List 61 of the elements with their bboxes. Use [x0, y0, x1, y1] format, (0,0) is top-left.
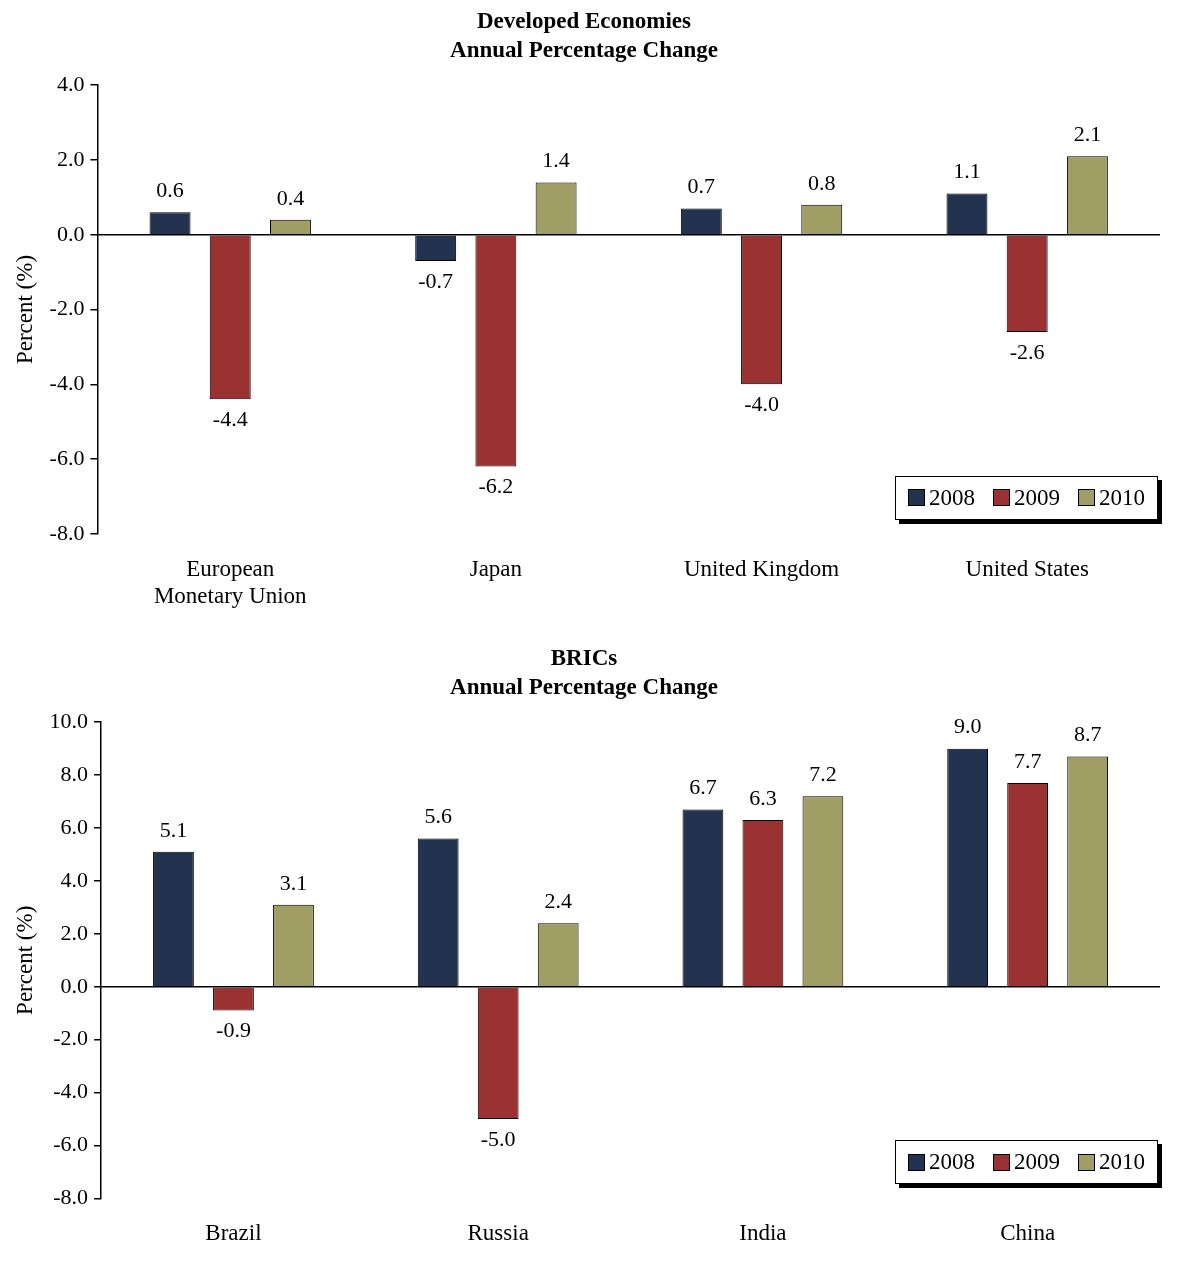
y-axis-title: Percent (%): [11, 905, 37, 1015]
x-tick-label: United Kingdom: [683, 555, 840, 581]
data-label: -5.0: [480, 1125, 516, 1151]
legend-label: 2010: [1099, 1149, 1145, 1176]
chart-title: BRICs: [550, 644, 618, 670]
y-tick-label: -2.0: [49, 295, 85, 321]
y-tick-label: 8.0: [60, 760, 89, 786]
data-label: 5.1: [159, 816, 188, 842]
x-tick-label: Russia: [467, 1220, 529, 1246]
y-tick-label: 0.0: [60, 972, 89, 998]
y-tick-label: -6.0: [53, 1131, 89, 1157]
y-tick-label: -4.0: [53, 1078, 89, 1104]
data-label: 0.4: [276, 184, 305, 210]
data-label: -6.2: [478, 473, 514, 499]
y-tick-label: -4.0: [49, 370, 85, 396]
y-tick-label: 4.0: [60, 866, 89, 892]
legend-label: 2009: [1014, 484, 1060, 511]
legend-label: 2009: [1014, 1149, 1060, 1176]
legend-label: 2008: [929, 484, 975, 511]
y-tick-label: -2.0: [53, 1025, 89, 1051]
data-label: 2.4: [544, 888, 572, 914]
data-label: 6.3: [749, 784, 777, 810]
data-label: 0.6: [156, 177, 184, 203]
data-label: 1.4: [542, 147, 570, 173]
data-label: 2.1: [1073, 121, 1102, 147]
legend-label: 2008: [929, 1149, 975, 1176]
chart-title: Developed Economies: [476, 7, 692, 33]
y-tick-label: 6.0: [60, 813, 89, 839]
data-label: 3.1: [279, 869, 308, 895]
data-label: 1.1: [953, 158, 981, 184]
x-tick-label: United States: [965, 555, 1089, 581]
data-label: 9.0: [953, 713, 982, 739]
y-tick-label: 2.0: [56, 145, 85, 171]
y-tick-label: 2.0: [60, 919, 89, 945]
x-tick-label: Japan: [469, 555, 523, 581]
data-label: -2.6: [1009, 338, 1045, 364]
data-label: 8.7: [1073, 721, 1102, 747]
chart-subtitle: Annual Percentage Change: [450, 37, 718, 63]
data-label: -4.4: [212, 406, 248, 431]
chart-subtitle: Annual Percentage Change: [450, 674, 718, 700]
data-label: -0.9: [216, 1017, 251, 1043]
x-tick-label: European Monetary Union: [153, 555, 308, 609]
legend-label: 2010: [1099, 484, 1145, 511]
x-tick-label: China: [1000, 1220, 1056, 1246]
data-label: 0.8: [808, 169, 836, 195]
y-tick-label: -6.0: [49, 444, 85, 470]
data-label: 6.7: [689, 774, 717, 800]
data-label: 5.6: [424, 803, 452, 829]
data-label: -4.0: [744, 391, 779, 417]
y-tick-label: 4.0: [56, 70, 85, 96]
data-label: 7.2: [809, 761, 837, 787]
y-tick-label: 10.0: [49, 707, 89, 733]
y-tick-label: -8.0: [53, 1184, 89, 1210]
x-tick-label: Brazil: [205, 1220, 262, 1246]
data-label: 7.7: [1013, 747, 1042, 773]
data-label: 0.7: [687, 173, 716, 199]
data-label: -0.7: [418, 267, 454, 293]
y-tick-label: 0.0: [56, 220, 85, 246]
y-axis-title: Percent (%): [11, 254, 37, 365]
x-tick-label: India: [739, 1220, 787, 1246]
y-tick-label: -8.0: [49, 519, 85, 545]
